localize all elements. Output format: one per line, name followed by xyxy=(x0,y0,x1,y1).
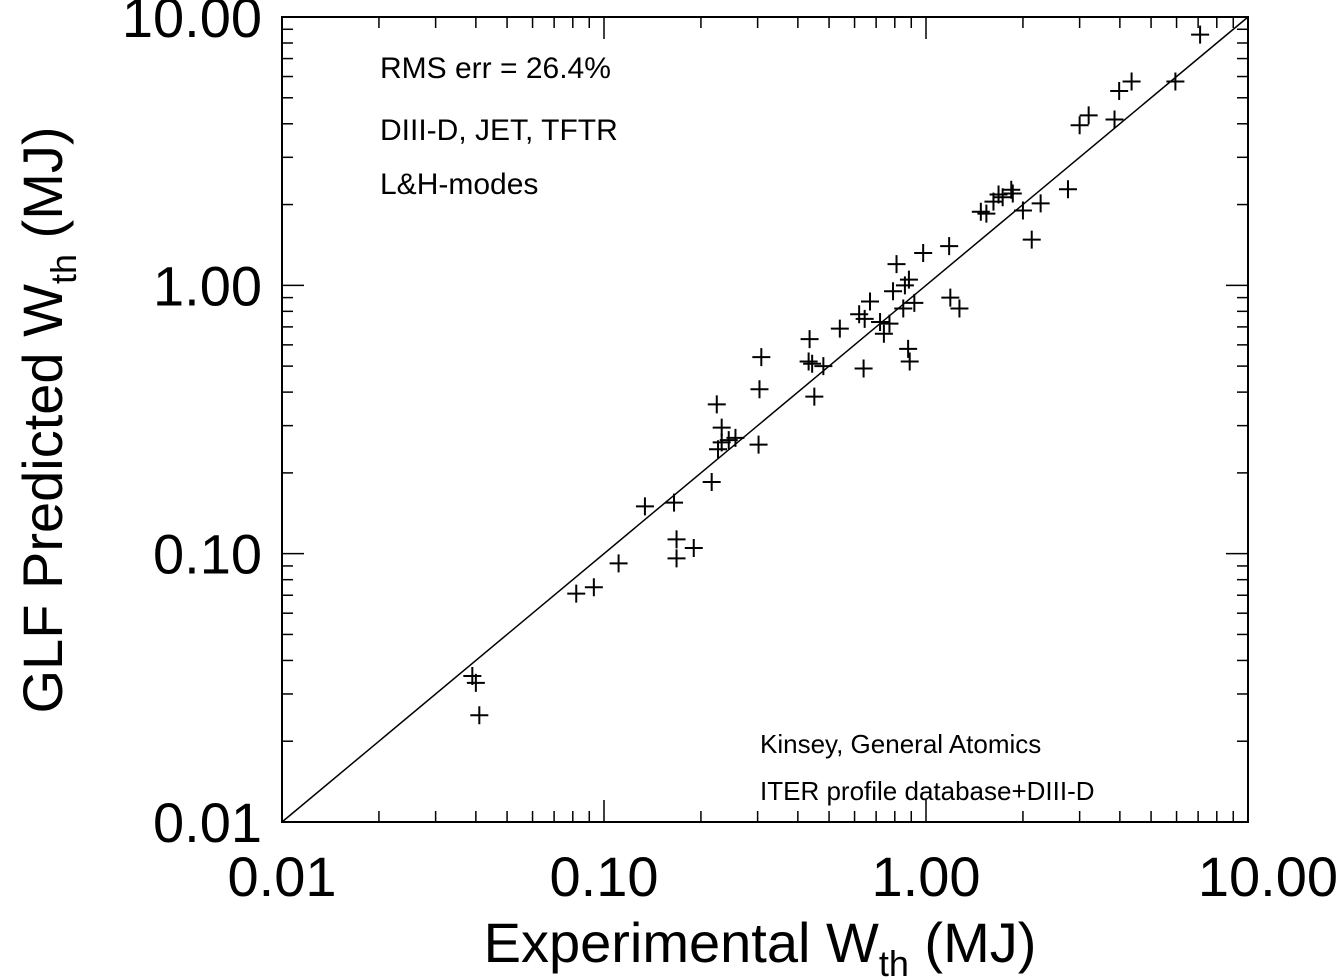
data-point xyxy=(800,330,819,349)
x-tick-label: 0.10 xyxy=(550,845,659,908)
data-point xyxy=(1022,230,1041,249)
data-point xyxy=(665,493,684,512)
data-points xyxy=(463,25,1210,725)
annotation-rms-error: RMS err = 26.4% xyxy=(380,52,611,85)
data-point xyxy=(941,288,960,307)
annotation-machines: DIII-D, JET, TFTR xyxy=(380,114,618,147)
data-point xyxy=(667,549,686,568)
data-point xyxy=(707,395,726,414)
data-point xyxy=(894,299,913,318)
data-point xyxy=(880,314,899,333)
data-point xyxy=(1031,194,1050,213)
y-axis-label: GLF Predicted Wth (MJ) xyxy=(11,126,84,713)
data-point xyxy=(993,188,1012,207)
x-axis-label: Experimental Wth (MJ) xyxy=(484,911,1037,979)
data-point xyxy=(1002,180,1021,199)
annotation-modes: L&H-modes xyxy=(380,168,538,201)
data-point xyxy=(1058,180,1077,199)
data-point xyxy=(805,387,824,406)
data-point xyxy=(899,339,918,358)
y-tick-label: 1.00 xyxy=(153,254,262,317)
data-point xyxy=(470,706,489,725)
data-point xyxy=(1003,184,1022,203)
y-axis-label-unit: (MJ) xyxy=(11,126,74,254)
x-tick-label: 0.01 xyxy=(228,845,337,908)
data-point xyxy=(712,433,731,452)
data-point xyxy=(1166,72,1185,91)
data-point xyxy=(950,299,969,318)
data-point xyxy=(609,554,628,573)
tick-labels: 0.01 0.10 1.00 10.00 0.01 0.10 1.00 10.00 xyxy=(122,0,1338,908)
data-point xyxy=(635,497,654,516)
data-point xyxy=(914,243,933,262)
data-point xyxy=(799,352,818,371)
data-point xyxy=(977,204,996,223)
data-point xyxy=(752,348,771,367)
data-point xyxy=(884,282,903,301)
data-point xyxy=(1070,116,1089,135)
data-point xyxy=(667,530,686,549)
data-point xyxy=(567,584,586,603)
data-point xyxy=(905,293,924,312)
data-point xyxy=(1013,201,1032,220)
data-point xyxy=(900,352,919,371)
annotation-author: Kinsey, General Atomics xyxy=(760,729,1041,759)
data-point xyxy=(887,255,906,274)
x-axis-label-unit: (MJ) xyxy=(909,911,1037,974)
y-tick-label: 0.01 xyxy=(153,791,262,854)
y-axis-label-subscript: th xyxy=(43,254,84,284)
axis-ticks xyxy=(282,17,1248,822)
y-axis-label-main: GLF Predicted W xyxy=(11,284,74,714)
data-point xyxy=(684,538,703,557)
x-axis-label-main: Experimental W xyxy=(484,911,879,974)
data-point xyxy=(1110,81,1129,100)
data-point xyxy=(749,435,768,454)
data-point xyxy=(855,309,874,328)
data-point xyxy=(860,292,879,311)
data-point xyxy=(940,237,959,256)
y-tick-label: 10.00 xyxy=(122,0,262,49)
data-point xyxy=(702,472,721,491)
x-axis-label-subscript: th xyxy=(879,943,909,979)
annotation-database: ITER profile database+DIII-D xyxy=(760,776,1095,806)
data-point xyxy=(1191,25,1210,44)
plot-frame xyxy=(281,16,1249,823)
data-point xyxy=(1079,106,1098,125)
data-point xyxy=(1122,72,1141,91)
x-tick-label: 10.00 xyxy=(1198,845,1338,908)
data-point xyxy=(989,185,1008,204)
data-point xyxy=(466,673,485,692)
data-point xyxy=(803,354,822,373)
data-point xyxy=(750,380,769,399)
data-point xyxy=(854,359,873,378)
data-point xyxy=(871,313,890,332)
data-point xyxy=(584,578,603,597)
data-point xyxy=(874,324,893,343)
data-point xyxy=(830,319,849,338)
x-tick-label: 1.00 xyxy=(872,845,981,908)
y-tick-label: 0.10 xyxy=(153,523,262,586)
data-point xyxy=(1105,110,1124,129)
data-point xyxy=(726,428,745,447)
data-point xyxy=(899,270,918,289)
identity-reference-line xyxy=(281,16,1249,823)
data-point xyxy=(814,357,833,376)
